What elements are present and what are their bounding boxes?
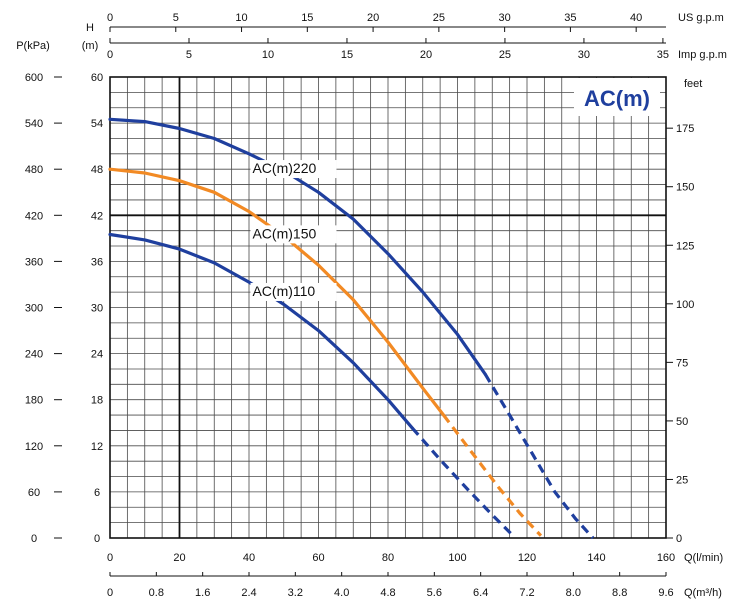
h-tick-label: 6 [94,487,100,499]
h-tick-label: 60 [91,72,103,84]
imp-gpm-tick-label: 35 [657,49,669,61]
p-tick-label: 0 [31,533,37,545]
us-gpm-tick-label: 35 [564,12,576,24]
feet-tick-label: 75 [676,357,688,369]
h-unit-label-1: H [86,22,94,34]
us-gpm-tick-label: 0 [107,12,113,24]
q-lmin-tick-label: 100 [448,552,466,564]
p-tick-label: 300 [25,303,43,315]
p-tick-label: 240 [25,349,43,361]
q-m3h-tick-label: 5.6 [427,587,442,599]
us-gpm-tick-label: 10 [235,12,247,24]
curve-label-ac-m-110: AC(m)110 [252,283,315,299]
model-badge: AC(m) [574,78,660,116]
q-lmin-tick-label: 80 [382,552,394,564]
imp-gpm-tick-label: 5 [186,49,192,61]
feet-tick-label: 125 [676,240,694,252]
minor-grid [109,76,667,539]
feet-tick-label: 175 [676,123,694,135]
imp-gpm-tick-label: 15 [341,49,353,61]
feet-tick-label: 0 [676,533,682,545]
imp-gpm-tick-label: 0 [107,49,113,61]
h-tick-label: 30 [91,303,103,315]
q-lmin-tick-label: 140 [587,552,605,564]
feet-tick-label: 25 [676,474,688,486]
q-m3h-tick-label: 9.6 [658,587,673,599]
q-lmin-tick-label: 120 [518,552,536,564]
q-m3h-tick-label: 2.4 [241,587,256,599]
feet-tick-label: 50 [676,416,688,428]
q-m3h-tick-label: 7.2 [519,587,534,599]
curve-label-bg [250,282,337,301]
us-gpm-label: US g.p.m [678,12,724,24]
imp-gpm-tick-label: 20 [420,49,432,61]
q-m3h-tick-label: 4.0 [334,587,349,599]
us-gpm-tick-label: 15 [301,12,313,24]
q-lmin-label: Q(l/min) [684,552,723,564]
feet-tick-label: 100 [676,299,694,311]
p-tick-label: 480 [25,164,43,176]
bottom-axes: 0 20 40 60 80 100 120 140 160 0 0.8 1.6 2.4 3.2 4.0 4.8… [107,552,675,599]
h-tick-label: 18 [91,395,103,407]
curve-dashed-ac-m-220 [483,373,595,540]
curve-label-ac-m-220: AC(m)220 [252,160,316,176]
q-lmin-tick-label: 20 [173,552,185,564]
us-gpm-tick-label: 20 [367,12,379,24]
h-tick-label: 42 [91,210,103,222]
h-tick-label: 12 [91,441,103,453]
major-grid [109,76,667,539]
q-lmin-tick-label: 0 [107,552,113,564]
curve-label-bg [250,160,337,179]
q-lmin-tick-label: 160 [657,552,675,564]
us-gpm-tick-label: 40 [630,12,642,24]
q-lmin-tick-label: 40 [243,552,255,564]
h-tick-label: 0 [94,533,100,545]
curve-dashed-ac-m-110 [411,427,515,537]
curve-solid-ac-m-110 [108,232,414,430]
imp-gpm-label: Imp g.p.m [678,49,727,61]
p-tick-label: 120 [25,441,43,453]
h-tick-label: 48 [91,164,103,176]
q-m3h-tick-label: 8.0 [566,587,581,599]
us-gpm-tick-label: 30 [499,12,511,24]
p-tick-label: 540 [25,118,43,130]
performance-curves: AC(m)220 AC(m)150 AC(m)110 [108,117,595,540]
q-m3h-tick-label: 0 [107,587,113,599]
us-gpm-tick-label: 25 [433,12,445,24]
p-tick-label: 360 [25,256,43,268]
q-m3h-tick-label: 4.8 [380,587,395,599]
left-axes: 0 0 6 60 12 120 18 180 24 240 30 300 36 360 42 420 48 480… [25,72,103,545]
plot-frame [109,76,667,539]
imp-gpm-tick-label: 25 [499,49,511,61]
h-unit-label-2: (m) [82,40,99,52]
q-m3h-tick-label: 0.8 [149,587,164,599]
imp-gpm-tick-label: 30 [578,49,590,61]
h-tick-label: 24 [91,349,103,361]
curve-solid-ac-m-220 [108,117,487,376]
q-m3h-tick-label: 3.2 [288,587,303,599]
p-unit-label: P(kPa) [16,40,50,52]
q-lmin-tick-label: 60 [312,552,324,564]
imp-gpm-tick-label: 10 [262,49,274,61]
feet-unit-label: feet [684,78,702,90]
q-m3h-tick-label: 8.8 [612,587,627,599]
curve-label-ac-m-150: AC(m)150 [252,225,316,241]
q-m3h-tick-label: 1.6 [195,587,210,599]
q-m3h-label: Q(m³/h) [684,587,722,599]
q-m3h-tick-label: 6.4 [473,587,488,599]
p-tick-label: 600 [25,72,43,84]
h-tick-label: 54 [91,118,103,130]
top-axes: 0 5 10 15 20 25 30 35 40 0 5 10 15 20 25 30 35 [107,12,669,61]
curve-label-bg [250,225,337,244]
model-badge-text: AC(m) [584,86,650,111]
right-axis: 0 25 50 75 100 125 150 175 [666,123,694,545]
feet-tick-label: 150 [676,182,694,194]
p-tick-label: 180 [25,395,43,407]
curve-dashed-ac-m-150 [442,414,543,537]
us-gpm-tick-label: 5 [173,12,179,24]
p-tick-label: 420 [25,210,43,222]
p-tick-label: 60 [28,487,40,499]
h-tick-label: 36 [91,256,103,268]
